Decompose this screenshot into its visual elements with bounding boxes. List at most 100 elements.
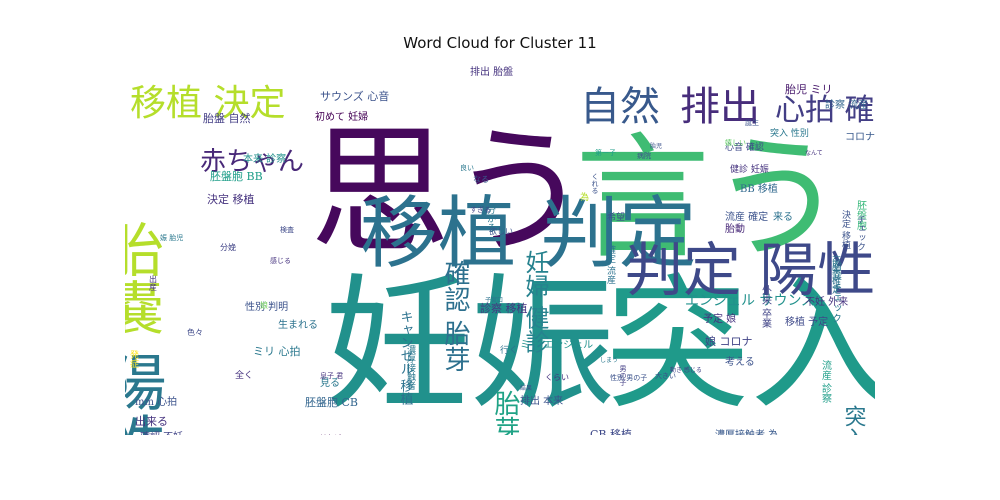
cloud-word: サウンズ 心音: [320, 89, 389, 103]
cloud-word: 胎動: [725, 222, 745, 235]
cloud-word: 感じる: [270, 256, 291, 265]
cloud-word: 確認 胎芽: [440, 260, 470, 372]
cloud-word: 胎芽 ミリ: [490, 390, 520, 435]
cloud-word: 濃厚接触者 為: [715, 428, 778, 435]
cloud-word: 見る: [320, 377, 340, 389]
cloud-word: コロナ 発症: [845, 130, 875, 143]
cloud-word: 胎児 ミリ: [785, 82, 833, 96]
cloud-word: 突入 妊娠: [841, 405, 867, 435]
cloud-word: 決定 移植: [207, 192, 255, 206]
cloud-word: チェック: [855, 215, 866, 251]
cloud-word: 良い: [460, 163, 474, 172]
cloud-word: しまう: [600, 357, 618, 364]
cloud-word: 胎盤 自然: [203, 111, 251, 125]
cloud-word: 健診 妊娠: [730, 163, 769, 175]
cloud-word: 濃厚接触者: [405, 344, 416, 390]
cloud-word: キャンセル 移植: [398, 310, 414, 406]
cloud-word: なんて: [805, 150, 823, 157]
cloud-word: 検査: [280, 225, 294, 234]
cloud-word: 流産 診察: [820, 359, 832, 403]
cloud-word: 排出 胎盤: [470, 65, 513, 78]
cloud-word: 出産: [149, 274, 158, 292]
cloud-word: 来る: [773, 211, 793, 223]
cloud-word: 大きい: [655, 371, 676, 380]
cloud-word: 誕生: [745, 118, 759, 127]
cloud-word: なる: [473, 175, 489, 184]
cloud-word: 欲しい: [489, 226, 513, 236]
cloud-word: 男の子: [619, 365, 627, 386]
cloud-word: 卒業 確定: [830, 254, 841, 295]
cloud-word: 心音 確認: [725, 141, 764, 153]
cloud-word: 心拍 確認: [775, 93, 875, 128]
cloud-word: 言う: [575, 120, 845, 277]
cloud-word: 胚盤胞 BB: [210, 170, 263, 183]
cloud-word: 確認 不妊: [140, 430, 183, 435]
cloud-word: 出来る: [135, 414, 168, 428]
cloud-word: すぎる: [470, 205, 491, 214]
cloud-word: 病院: [637, 151, 651, 160]
cloud-word: 考える: [725, 356, 755, 368]
cloud-word: 妊婦 健診: [521, 250, 549, 354]
cloud-word: 初めて 妊婦: [315, 110, 368, 123]
cloud-word: 第一子: [595, 148, 616, 157]
cloud-word: 分娩: [220, 242, 236, 252]
cloud-word: 陽性: [125, 350, 167, 435]
cloud-word: 色々: [187, 327, 203, 337]
cloud-word: 自然: [580, 84, 660, 130]
cloud-word: 診察 流産: [825, 98, 868, 111]
cloud-word: 希望: [607, 211, 625, 223]
cloud-word: 性別 判明: [245, 300, 288, 313]
cloud-word: 流産 確定: [725, 210, 768, 223]
cloud-word: 予定 娘: [703, 312, 736, 325]
cloud-word: mm 心拍: [135, 395, 177, 408]
cloud-word: 結果: [520, 384, 532, 392]
cloud-word: くれる: [591, 173, 599, 194]
cloud-word: 胚盤胞: [855, 200, 867, 231]
cloud-word: 判定 陽性: [625, 236, 875, 304]
cloud-word: けれど: [320, 434, 341, 435]
cloud-word: ミリ エンジェル: [520, 340, 593, 351]
cloud-word: 為: [580, 191, 589, 203]
cloud-word: 排出 本来: [520, 394, 563, 407]
cloud-word: 妊娠: [325, 261, 615, 430]
cloud-word: 娘 コロナ: [705, 334, 753, 348]
chart-title: Word Cloud for Cluster 11: [403, 34, 597, 52]
cloud-word: 娠 胎児: [160, 233, 183, 242]
cloud-word: 胎児: [650, 142, 662, 150]
cloud-word: 子宮口: [485, 296, 503, 304]
cloud-word: 外来 卒業: [760, 285, 772, 329]
cloud-word: 全く: [235, 369, 253, 381]
cloud-word: 診察 移植: [480, 301, 528, 315]
cloud-word: くらい: [545, 373, 569, 382]
cloud-word: 息子 君: [320, 371, 343, 380]
cloud-word: BB 移植: [740, 182, 778, 195]
cloud-word: 移植 決定: [130, 83, 285, 124]
cloud-word: 胎嚢 チェック: [830, 259, 842, 323]
cloud-word: ミリ 心拍: [253, 344, 301, 358]
cloud-word: 性別 男の子: [610, 373, 647, 382]
cloud-word: 移植 予定: [785, 315, 828, 328]
cloud-word: 移植 判定: [360, 189, 697, 279]
cloud-word: 分かる: [485, 205, 496, 232]
cloud-word: 赤ちゃん: [200, 147, 304, 177]
cloud-word: 動き 感じる: [670, 366, 702, 374]
cloud-word: 生まれる: [278, 318, 318, 331]
cloud-word: 行く: [500, 344, 518, 356]
cloud-word: CB 移植: [590, 427, 632, 435]
cloud-word: 娘: [260, 300, 268, 310]
cloud-word: 突入: [605, 261, 875, 430]
cloud-word: 本来 診察: [243, 152, 286, 165]
cloud-word: 思う: [310, 111, 590, 274]
cloud-word: 突入 性別: [770, 127, 809, 139]
cloud-word: 不妊 外来: [805, 295, 848, 308]
cloud-word: 排出: [680, 84, 760, 130]
cloud-word: 発症: [128, 349, 139, 369]
cloud-word: 決定 移植: [840, 209, 851, 250]
cloud-word: 胎嚢: [125, 220, 164, 336]
cloud-word: エンジェル サウンズ: [685, 293, 815, 309]
cloud-word: 胚盤胞 CB: [305, 396, 358, 409]
cloud-word: 嬉しい: [725, 138, 746, 147]
cloud-word: 確定 流産: [605, 244, 616, 285]
